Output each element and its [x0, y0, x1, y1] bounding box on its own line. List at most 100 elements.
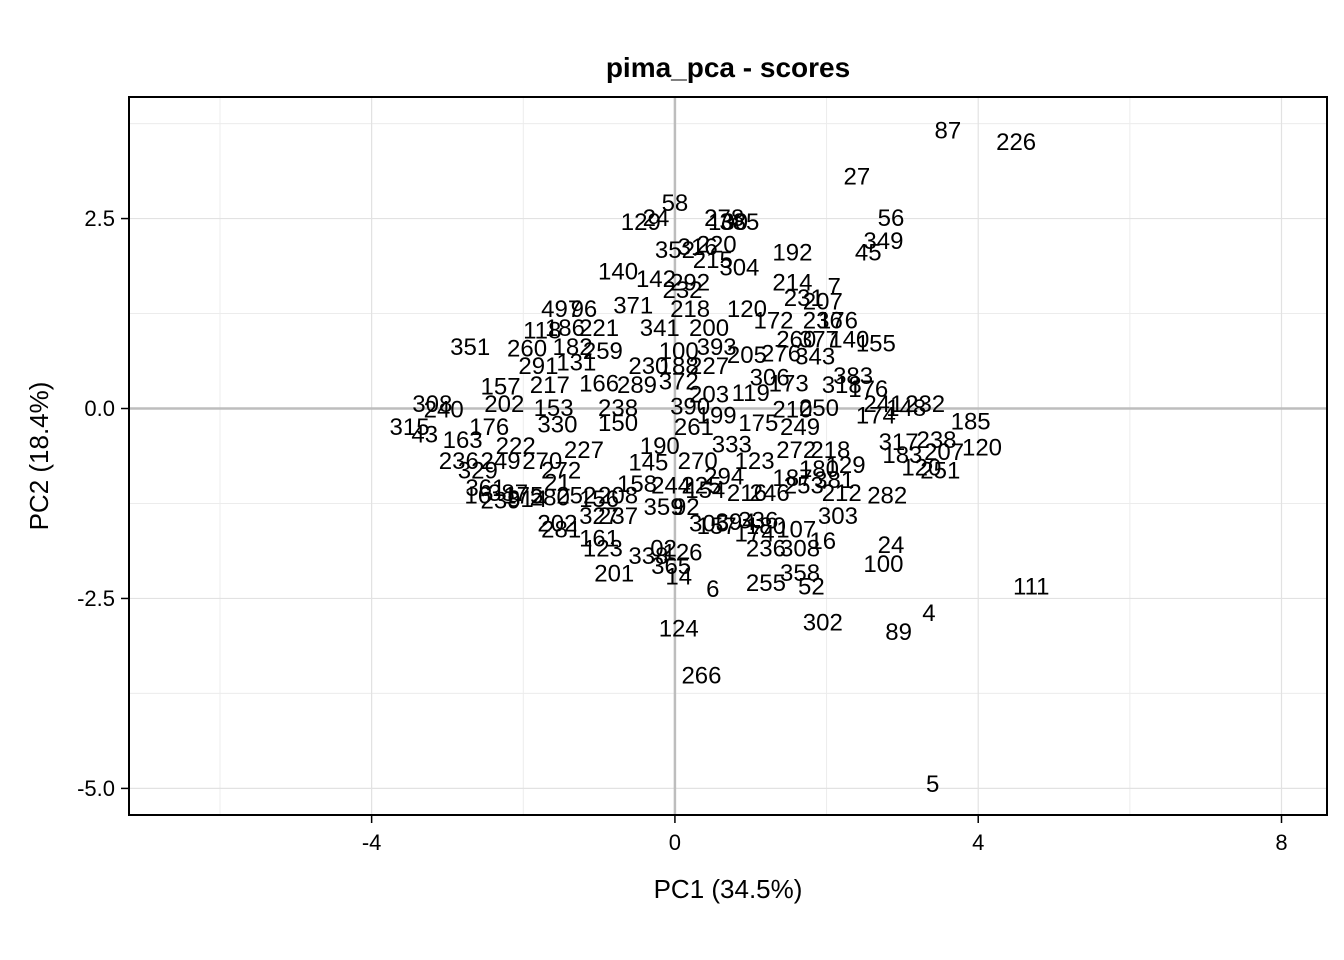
score-label: 208 [598, 482, 638, 509]
x-tick-label: 0 [669, 830, 681, 855]
score-label: 89 [885, 619, 912, 646]
score-label: 266 [681, 662, 721, 689]
x-axis-ticks: -4 0 4 8 [362, 815, 1288, 855]
score-label: 201 [594, 561, 634, 588]
score-label: 123 [735, 448, 775, 475]
score-label: 120 [901, 454, 941, 481]
score-label: 123 [583, 536, 623, 563]
score-label: 251 [920, 457, 960, 484]
score-label: 150 [598, 410, 638, 437]
score-label: 131 [556, 349, 596, 376]
score-label: 316 [678, 234, 718, 261]
score-label: 200 [689, 315, 729, 342]
x-tick-label: -4 [362, 830, 382, 855]
score-label: 16 [464, 482, 491, 509]
score-label: 281 [541, 517, 581, 544]
score-label: 153 [534, 395, 574, 422]
score-label: 56 [878, 205, 905, 232]
score-label: 305 [689, 511, 729, 538]
score-label: 352 [655, 237, 695, 264]
score-label: 241 [863, 391, 903, 418]
score-label: 217 [530, 372, 570, 399]
score-label: 250 [799, 395, 839, 422]
score-label: 318 [822, 372, 862, 399]
score-label: 129 [621, 209, 661, 236]
score-label: 140 [829, 327, 869, 354]
score-label: 142 [636, 266, 676, 293]
score-label: 188 [659, 353, 699, 380]
score-label: 180 [799, 456, 839, 483]
score-label: 306 [750, 365, 790, 392]
zero-lines [129, 97, 1327, 815]
score-label: 359 [644, 494, 684, 521]
score-label: 260 [507, 336, 547, 363]
score-label: 157 [481, 374, 521, 401]
score-label: 341 [640, 315, 680, 342]
score-label: 304 [719, 254, 759, 281]
score-label: 173 [769, 371, 809, 398]
score-label: 238 [598, 395, 638, 422]
y-tick-label: -2.5 [77, 586, 115, 611]
score-label: 218 [810, 437, 850, 464]
score-label: 154 [685, 477, 725, 504]
score-label: 124 [659, 615, 699, 642]
score-label: 333 [712, 431, 752, 458]
score-label: 129 [826, 452, 866, 479]
score-label: 119 [732, 380, 770, 407]
score-label: 381 [814, 467, 854, 494]
score-label: 338 [628, 543, 668, 570]
plot-panel-border [128, 96, 1328, 816]
score-label: 126 [662, 539, 702, 566]
score-label: 176 [469, 414, 509, 441]
score-label: 216 [727, 480, 767, 507]
score-label: 246 [750, 480, 790, 507]
score-label: 24 [878, 532, 905, 559]
score-label: 282 [867, 482, 907, 509]
score-label: 43 [411, 422, 438, 449]
score-label: 24 [643, 205, 670, 232]
score-label: 5 [926, 771, 939, 798]
y-axis-ticks: 2.5 0.0 -2.5 -5.0 [77, 206, 129, 801]
score-label: 226 [996, 129, 1036, 156]
score-label: 187 [772, 465, 812, 492]
score-label: 120 [962, 435, 1002, 462]
score-label: 210 [772, 397, 812, 424]
score-label: 371 [613, 292, 653, 319]
y-tick-label: 0.0 [84, 396, 115, 421]
score-label: 236 [439, 448, 479, 475]
score-label: 232 [662, 277, 702, 304]
score-label: 249 [481, 448, 521, 475]
score-label: 96 [571, 296, 598, 323]
score-label: 202 [484, 391, 524, 418]
score-label: 227 [689, 353, 729, 380]
score-label: 272 [776, 437, 816, 464]
score-label: 349 [863, 228, 903, 255]
score-label: 174 [856, 403, 896, 430]
score-label: 377 [799, 327, 839, 354]
score-label: 174 [735, 520, 775, 547]
score-label: 294 [704, 463, 744, 490]
score-label: 351 [450, 334, 490, 361]
score-label: 218 [670, 296, 710, 323]
score-label: 45 [855, 239, 882, 266]
score-label: 238 [916, 427, 956, 454]
score-label: 6 [706, 576, 719, 603]
score-label: 232 [905, 391, 945, 418]
score-label: 14 [665, 564, 692, 591]
score-label: 202 [537, 511, 577, 538]
score-label: 291 [518, 353, 558, 380]
score-label: 172 [753, 308, 793, 335]
score-label: 166 [579, 371, 619, 398]
chart-title: pima_pca - scores [606, 52, 850, 83]
score-label: 155 [856, 330, 896, 357]
score-label: 329 [458, 457, 498, 484]
score-label: 303 [818, 503, 858, 530]
score-label: 308 [780, 536, 820, 563]
score-label: 02 [650, 536, 677, 563]
score-label: 203 [689, 381, 729, 408]
score-label: 58 [662, 190, 689, 217]
score-label: 227 [564, 437, 604, 464]
score-label: 383 [833, 363, 873, 390]
score-label: 330 [537, 412, 577, 439]
